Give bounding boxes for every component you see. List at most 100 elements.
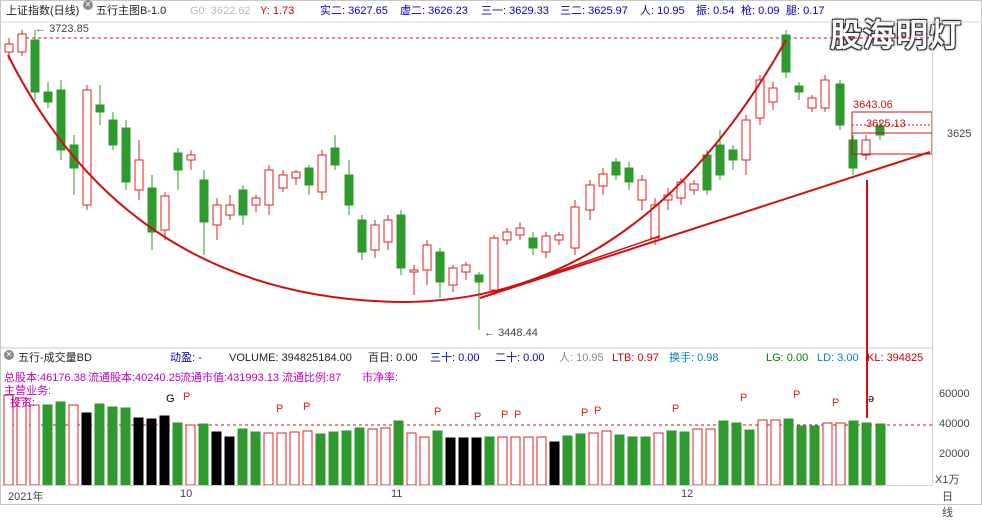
volume-bar [159, 415, 170, 486]
tui-value: 腿: 0.17 [786, 5, 825, 17]
index-name[interactable]: 上证指数(日线) [6, 5, 80, 17]
candle-body [291, 171, 301, 179]
candle-body [702, 154, 712, 191]
candle-body [794, 85, 804, 93]
low-price-label: ← 3448.44 [484, 327, 538, 339]
volume-bar [809, 425, 820, 486]
candle-body [344, 174, 354, 206]
trend-line-2 [479, 235, 661, 299]
candle-body [173, 152, 183, 171]
xu2-value: 虚二: 3626.23 [400, 5, 468, 17]
total-shares: 总股本:46176.38 [4, 372, 86, 384]
volume-bar [744, 429, 755, 486]
y-value: Y: 1.73 [260, 5, 295, 17]
recent-high-label: 3643.06 [853, 99, 893, 111]
overlay-layer [7, 39, 933, 418]
low-price-value: 3448.44 [498, 327, 538, 339]
dongying-value: 动盈: - [170, 352, 202, 364]
candle-body [225, 204, 235, 216]
float-shares: 流通股本:40240.25 [88, 372, 181, 384]
volume-bar [302, 430, 313, 486]
candle-body [134, 159, 144, 191]
volume-bar [211, 431, 222, 486]
volume-bar [289, 431, 300, 486]
candle-body [570, 206, 580, 249]
high-price-label: ← 3723.85 [35, 23, 89, 35]
p-marker: P [594, 405, 601, 417]
candle-body [541, 235, 551, 253]
candle-body [383, 219, 393, 243]
ren-vol-value: 人: 10.95 [559, 352, 604, 364]
candle-body [741, 119, 751, 161]
watermark-logo: 股海明灯 [830, 17, 963, 53]
volume-bar [705, 428, 716, 486]
zhen-value: 振: 0.54 [696, 5, 735, 17]
candle-body [370, 224, 380, 251]
date-2021: 2021年 [8, 491, 44, 503]
candles-layer [4, 30, 885, 330]
candle-body [502, 231, 512, 241]
vol-axis-60000: 60000 [939, 388, 970, 400]
volume-bar [42, 404, 53, 486]
candle-body [448, 267, 458, 286]
volume-bar [497, 436, 508, 486]
volume-bar [835, 422, 846, 486]
volume-bar [341, 430, 352, 486]
volume-bar [432, 430, 443, 486]
volume-bar [510, 436, 521, 486]
volume-bar [718, 420, 729, 486]
candle-body [82, 89, 92, 206]
san2-value: 三二: 3625.97 [560, 5, 628, 17]
candle-body [820, 79, 830, 109]
candle-body [121, 127, 131, 183]
candle-body [768, 87, 778, 103]
volume-bar [757, 419, 768, 486]
volume-bar [484, 436, 495, 486]
candle-body [715, 144, 725, 176]
indicator-bar: 上证指数(日线) ✕ 五行主图B-1.0 G0: 3622.62 Y: 1.73… [0, 0, 982, 22]
volume-bar [822, 422, 833, 486]
date-oct: 10 [180, 488, 193, 500]
candle-body [108, 119, 118, 146]
p-marker: P [581, 407, 588, 419]
main-chart-label[interactable]: 五行主图B-1.0 [96, 5, 167, 17]
volume-bar [731, 422, 742, 486]
kline-chart[interactable]: PP P P P P P P P PP PPG ə [0, 0, 982, 505]
period-daily[interactable]: 日线 [942, 491, 953, 519]
candle-body [585, 184, 595, 211]
volume-panel-title[interactable]: 五行-成交量BD [18, 352, 92, 364]
candle-body [461, 264, 471, 273]
p-marker: P [672, 403, 679, 415]
ren-value: 人: 10.95 [640, 5, 685, 17]
date-nov: 11 [391, 488, 403, 500]
volume-bar [549, 441, 560, 486]
p-marker: P [434, 406, 441, 418]
recent-close-label: 3625.13 [866, 118, 906, 130]
candle-body [238, 189, 248, 216]
volume-value: VOLUME: 394825184.00 [229, 352, 352, 364]
volume-bar [224, 436, 235, 486]
candle-body [278, 174, 288, 189]
ld-value: LD: 3.00 [817, 352, 859, 364]
volume-bar [380, 427, 391, 486]
volume-bar [627, 436, 638, 486]
candle-body [4, 43, 14, 53]
candle-body [875, 125, 885, 136]
volume-markers-layer: PP P P P P P P P PP PPG ə [166, 389, 874, 423]
date-axis: 2021年 10 11 12 日线 [0, 485, 953, 519]
pb-ratio: 市净率: [362, 372, 399, 384]
candle-body [147, 187, 157, 233]
volume-bar [471, 437, 482, 486]
p-marker: P [740, 392, 747, 404]
float-value: 流通市值:431993.13 [180, 372, 280, 384]
g-marker: G [166, 393, 175, 405]
vol-axis-unit: X1万 [935, 474, 960, 486]
volume-bar [614, 434, 625, 486]
candle-body [728, 149, 738, 161]
volume-bar [692, 428, 703, 486]
p-marker: P [514, 409, 521, 421]
san1-value: 三一: 3629.33 [481, 5, 549, 17]
volume-bar [562, 435, 573, 486]
main-business: 主营业务: [4, 385, 52, 397]
volume-bar [679, 431, 690, 486]
